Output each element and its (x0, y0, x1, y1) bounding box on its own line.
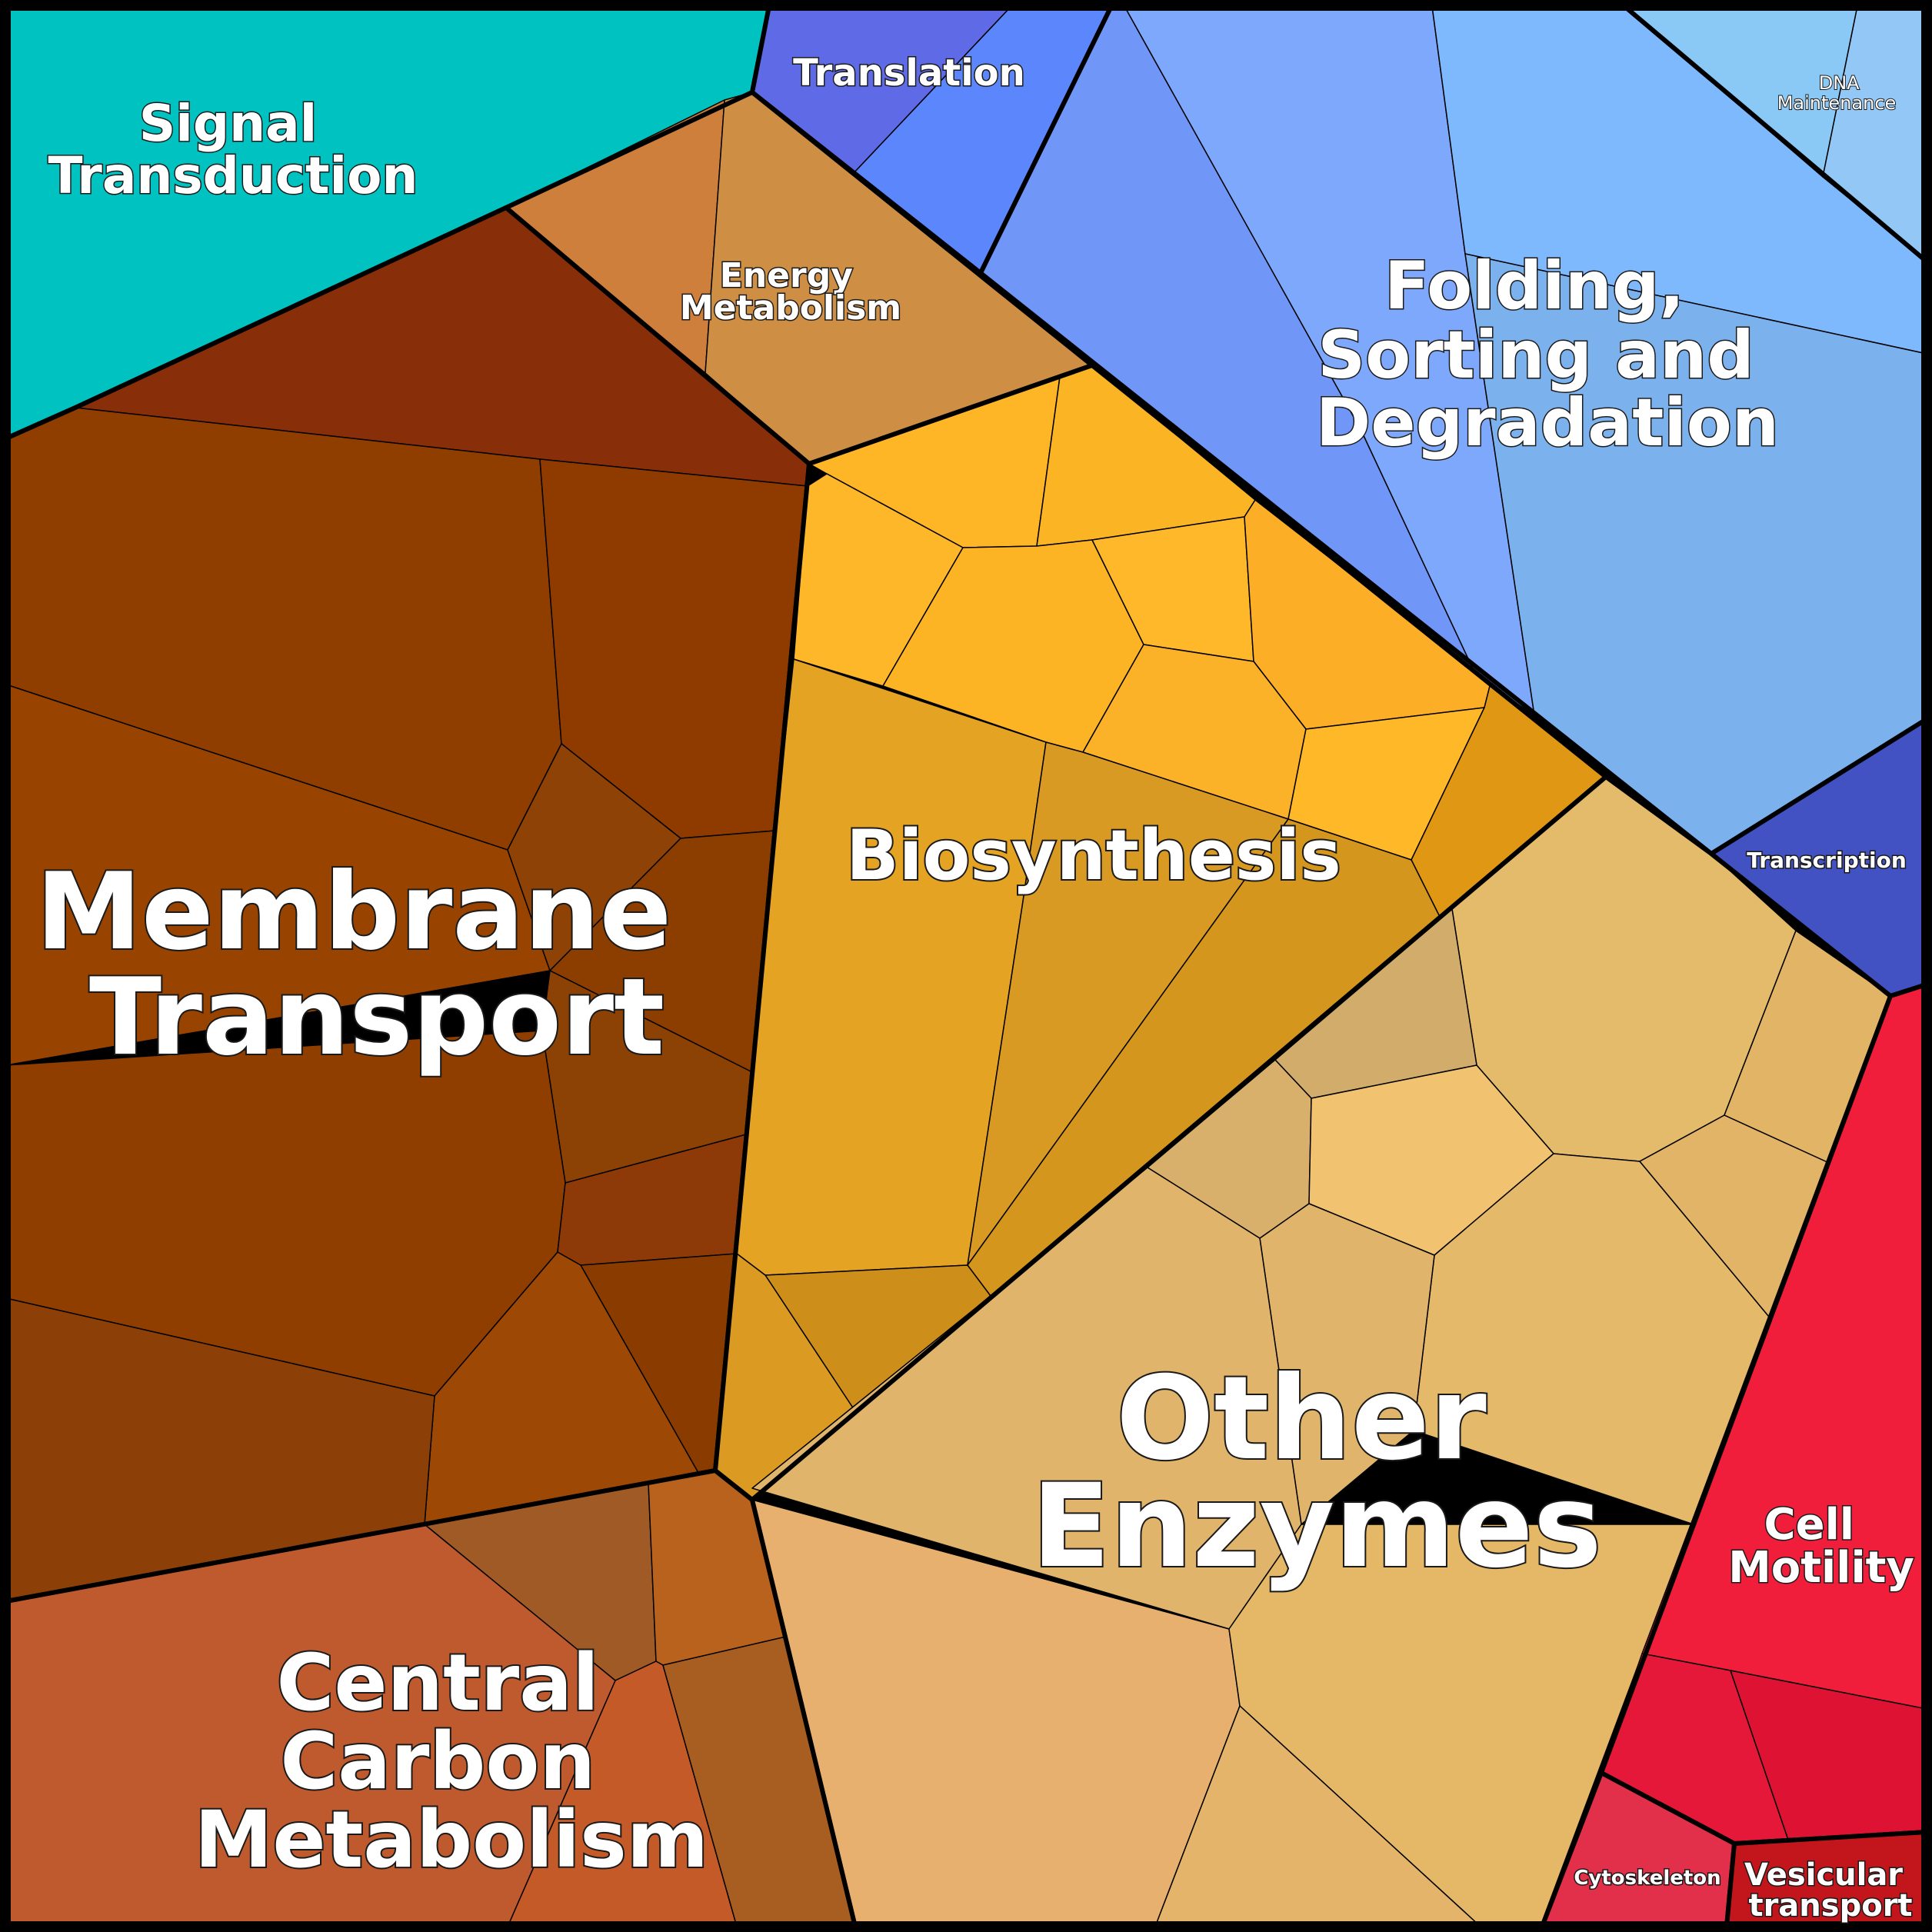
label-translation: Translation (793, 52, 1025, 95)
label-line: Motility (1728, 1543, 1914, 1593)
label-central-carbon-metabolism: Central Carbon Metabolism (195, 1637, 708, 1886)
label-line: Sorting and (1317, 317, 1754, 394)
region-folding-sorting-degradation[interactable] (978, 4, 1929, 856)
region-other-enzymes[interactable] (750, 774, 1893, 1929)
label-line: Biosynthesis (846, 815, 1341, 896)
label-folding-sorting-degradation: Folding, Sorting and Degradation (1316, 248, 1779, 461)
label-line: Signal (139, 94, 318, 153)
region-membrane-transport[interactable] (4, 205, 811, 1604)
label-line: Transport (89, 955, 665, 1079)
label-line: Vesicular (1744, 1857, 1903, 1893)
label-line: Translation (793, 52, 1025, 95)
label-line: Carbon (280, 1716, 595, 1807)
label-line: Maintenance (1777, 92, 1897, 114)
label-line: Folding, (1384, 248, 1684, 325)
label-line: Other (1116, 1352, 1487, 1486)
label-cell-motility: Cell Motility (1728, 1500, 1914, 1593)
label-line: Cytoskeleton (1574, 1867, 1720, 1890)
label-line: Cell (1764, 1500, 1854, 1550)
label-membrane-transport: Membrane Transport (36, 850, 709, 1079)
label-line: Membrane (36, 850, 672, 974)
region-biosynthesis[interactable] (713, 363, 1608, 1502)
cell (1259, 1203, 1435, 1525)
cell (648, 1470, 787, 1666)
label-line: Central (276, 1637, 599, 1729)
label-line: Transduction (48, 146, 418, 205)
label-transcription: Transcription (1747, 848, 1907, 873)
label-vesicular-transport: Vesicular transport (1744, 1857, 1914, 1924)
label-signal-transduction: Signal Transduction (48, 94, 418, 205)
label-line: Degradation (1316, 385, 1779, 461)
label-cytoskeleton: Cytoskeleton (1574, 1867, 1720, 1890)
label-line: Energy (720, 256, 853, 295)
label-line: Transcription (1747, 848, 1907, 873)
label-line: Enzymes (1031, 1460, 1602, 1594)
label-line: Metabolism (195, 1794, 708, 1886)
label-line: Metabolism (680, 288, 901, 328)
label-line: DNA (1819, 72, 1860, 94)
label-energy-metabolism: Energy Metabolism (680, 256, 901, 328)
label-other-enzymes: Other Enzymes (1031, 1352, 1602, 1594)
label-biosynthesis: Biosynthesis (846, 815, 1341, 896)
label-line: transport (1748, 1888, 1912, 1924)
labels: Signal Transduction Translation Folding,… (35, 51, 1916, 1925)
label-dna-maintenance: DNA Maintenance (1777, 72, 1897, 114)
